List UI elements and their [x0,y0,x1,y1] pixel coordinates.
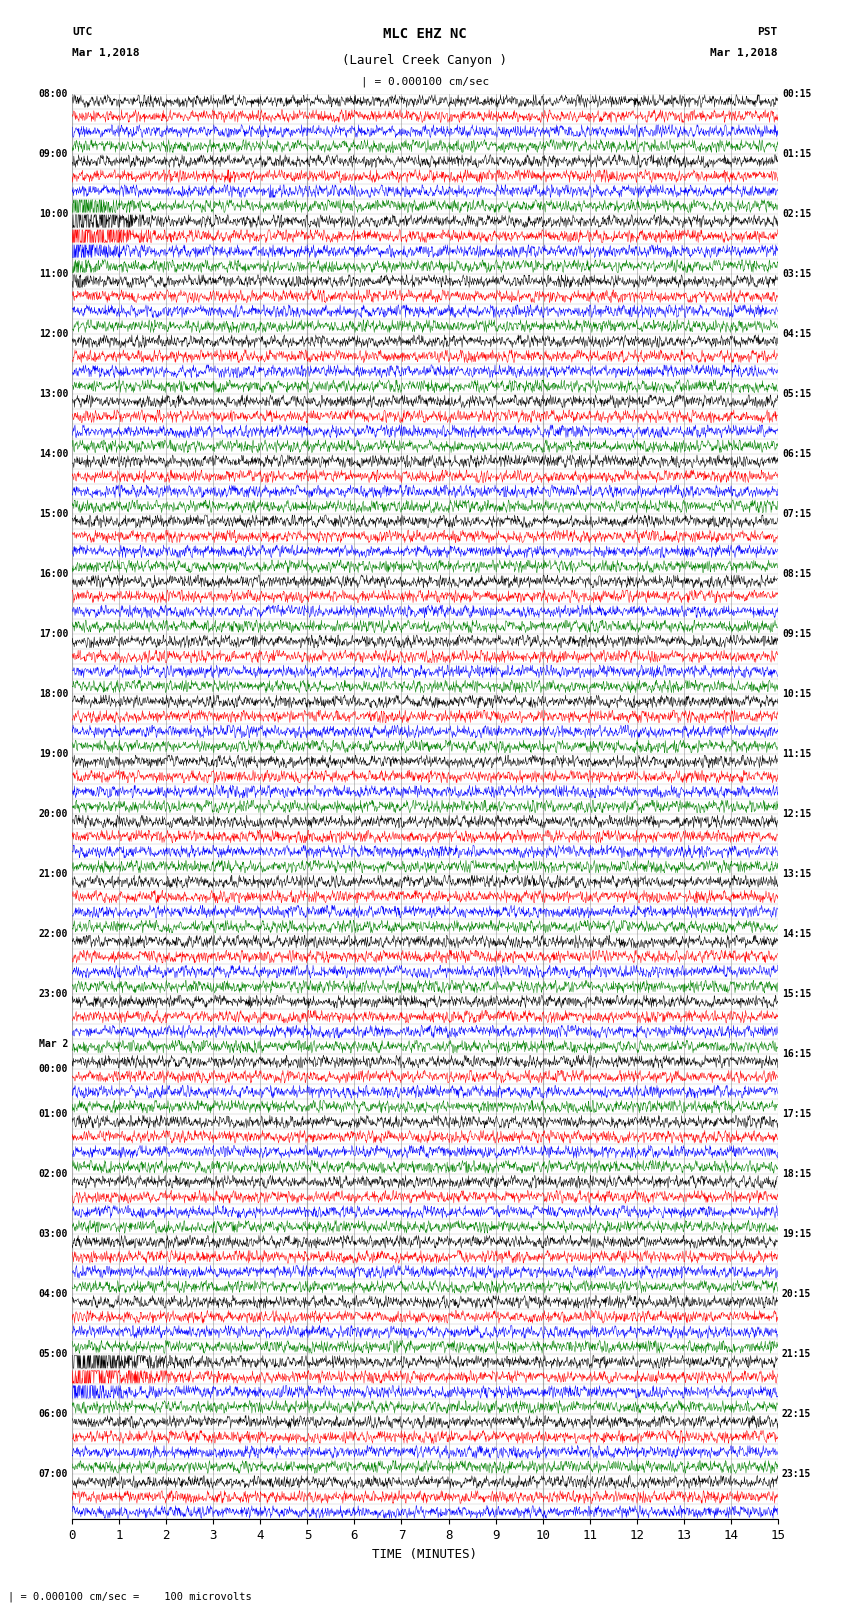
Text: 11:15: 11:15 [782,748,812,760]
Text: 16:00: 16:00 [38,569,68,579]
Text: 04:00: 04:00 [38,1289,68,1300]
Text: 23:15: 23:15 [782,1469,812,1479]
Text: 19:00: 19:00 [38,748,68,760]
Text: 15:00: 15:00 [38,508,68,519]
Text: 15:15: 15:15 [782,989,812,998]
Text: 00:15: 00:15 [782,89,812,98]
Text: 10:00: 10:00 [38,208,68,219]
Text: 05:00: 05:00 [38,1350,68,1360]
Text: 23:00: 23:00 [38,989,68,998]
Text: 20:15: 20:15 [782,1289,812,1300]
Text: 21:15: 21:15 [782,1350,812,1360]
Text: Mar 2: Mar 2 [38,1039,68,1050]
Text: 00:00: 00:00 [38,1065,68,1074]
Text: | = 0.000100 cm/sec: | = 0.000100 cm/sec [361,77,489,87]
Text: 22:00: 22:00 [38,929,68,939]
Text: Mar 1,2018: Mar 1,2018 [72,48,139,58]
Text: 09:15: 09:15 [782,629,812,639]
Text: 12:00: 12:00 [38,329,68,339]
Text: Mar 1,2018: Mar 1,2018 [711,48,778,58]
Text: 06:15: 06:15 [782,448,812,458]
X-axis label: TIME (MINUTES): TIME (MINUTES) [372,1548,478,1561]
Text: 07:00: 07:00 [38,1469,68,1479]
Text: 07:15: 07:15 [782,508,812,519]
Text: 10:15: 10:15 [782,689,812,698]
Text: 14:15: 14:15 [782,929,812,939]
Text: 02:15: 02:15 [782,208,812,219]
Text: 03:00: 03:00 [38,1229,68,1239]
Text: 17:00: 17:00 [38,629,68,639]
Text: 14:00: 14:00 [38,448,68,458]
Text: 02:00: 02:00 [38,1169,68,1179]
Text: UTC: UTC [72,27,93,37]
Text: PST: PST [757,27,778,37]
Text: 08:00: 08:00 [38,89,68,98]
Text: 20:00: 20:00 [38,810,68,819]
Text: 13:15: 13:15 [782,869,812,879]
Text: 18:15: 18:15 [782,1169,812,1179]
Text: 05:15: 05:15 [782,389,812,398]
Text: 03:15: 03:15 [782,269,812,279]
Text: 12:15: 12:15 [782,810,812,819]
Text: 09:00: 09:00 [38,148,68,158]
Text: 17:15: 17:15 [782,1110,812,1119]
Text: 22:15: 22:15 [782,1410,812,1419]
Text: 11:00: 11:00 [38,269,68,279]
Text: | = 0.000100 cm/sec =    100 microvolts: | = 0.000100 cm/sec = 100 microvolts [8,1592,252,1602]
Text: MLC EHZ NC: MLC EHZ NC [383,27,467,40]
Text: (Laurel Creek Canyon ): (Laurel Creek Canyon ) [343,55,507,68]
Text: 01:15: 01:15 [782,148,812,158]
Text: 21:00: 21:00 [38,869,68,879]
Text: 08:15: 08:15 [782,569,812,579]
Text: 01:00: 01:00 [38,1110,68,1119]
Text: 13:00: 13:00 [38,389,68,398]
Text: 04:15: 04:15 [782,329,812,339]
Text: 18:00: 18:00 [38,689,68,698]
Text: 19:15: 19:15 [782,1229,812,1239]
Text: 06:00: 06:00 [38,1410,68,1419]
Text: 16:15: 16:15 [782,1048,812,1060]
